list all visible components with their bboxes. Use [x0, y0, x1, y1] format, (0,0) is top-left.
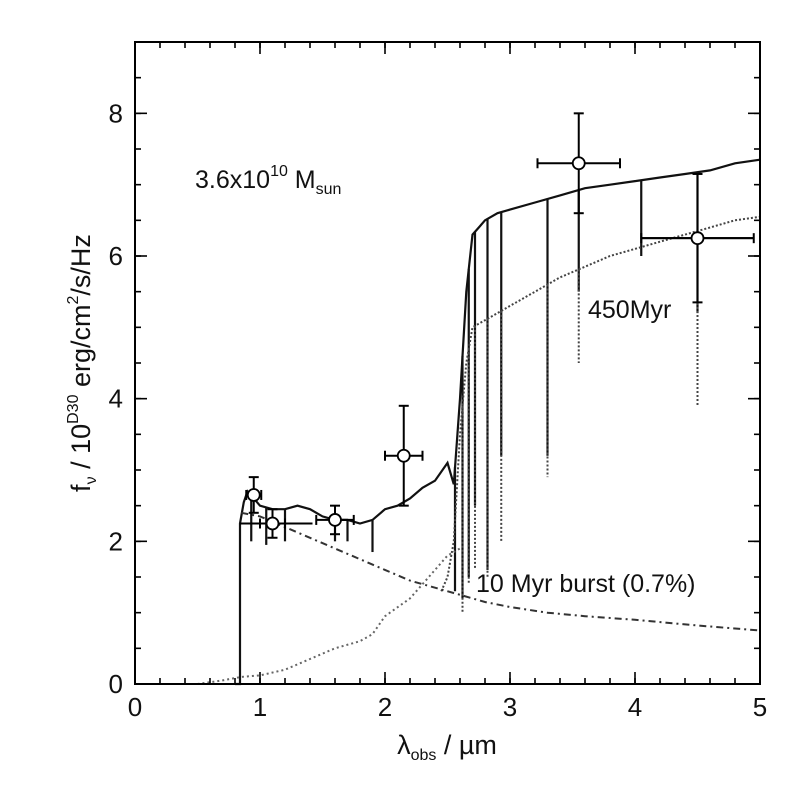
y-tick-label: 0: [109, 669, 123, 699]
y-tick-label: 8: [109, 98, 123, 128]
axis-ticks: [134, 41, 761, 685]
point-marker: [328, 513, 342, 527]
photometry-point: [245, 476, 263, 514]
series-line-dotted-gray: [197, 547, 461, 685]
age-annotation: 450Myr: [588, 296, 671, 324]
y-tick-label: 2: [109, 526, 123, 556]
x-tick-label: 5: [753, 692, 767, 722]
x-axis-title: λobs / µm: [397, 730, 497, 764]
point-marker: [246, 488, 261, 502]
y-tick-label: 6: [109, 241, 123, 271]
x-tick-label: 2: [378, 692, 392, 722]
photometry-point: [259, 508, 286, 539]
photometry-point: [315, 504, 355, 536]
burst-annotation: 10 Myr burst (0.7%): [476, 570, 696, 598]
x-tick-label: 3: [503, 692, 517, 722]
photometry-point: [640, 172, 755, 304]
x-tick-label: 1: [253, 692, 267, 722]
photometry-point: [384, 404, 424, 507]
x-tick-label: 4: [628, 692, 642, 722]
point-marker: [571, 156, 586, 171]
series-line-dashdot: [241, 511, 761, 632]
axis-tick-labels: 0 1 2 3 4 5 0 2 4 6 8: [109, 98, 768, 722]
y-tick-label: 4: [109, 384, 123, 414]
point-marker: [396, 448, 411, 463]
x-tick-label: 0: [128, 692, 142, 722]
point-marker: [265, 516, 280, 531]
plot-area: [197, 112, 761, 686]
point-marker: [690, 231, 705, 246]
mass-annotation: 3.6x1010 Msun: [195, 163, 341, 198]
y-axis-title: fν / 10D30 erg/cm2/s/Hz: [65, 234, 100, 492]
photometry-point: [536, 112, 621, 215]
